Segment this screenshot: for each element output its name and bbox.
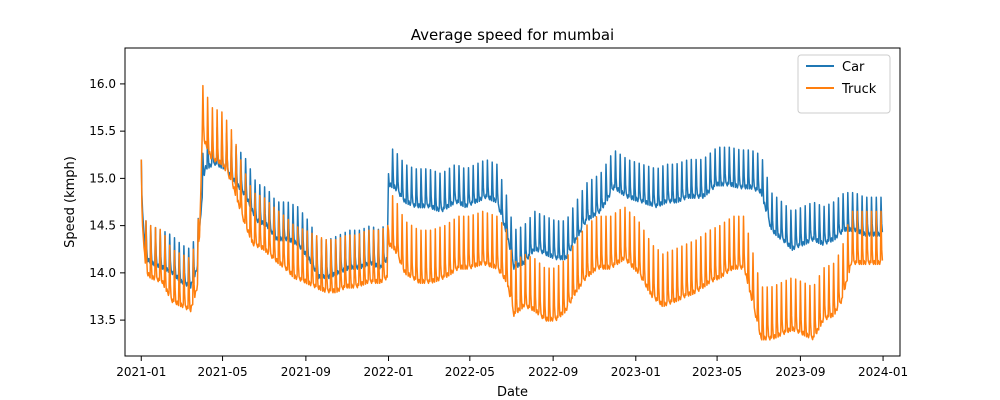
x-tick-label: 2023-09 <box>775 365 825 379</box>
x-axis: 2021-01 2021-05 2021-09 2022-01 2022-05 2022-… <box>116 356 908 379</box>
x-tick-label: 2021-05 <box>197 365 247 379</box>
x-tick-label: 2021-01 <box>116 365 166 379</box>
y-tick-label: 14.5 <box>89 219 116 233</box>
x-tick-label: 2022-01 <box>363 365 413 379</box>
legend-label: Truck <box>841 82 877 97</box>
legend-label: Car <box>842 60 865 75</box>
x-tick-label: 2022-05 <box>445 365 495 379</box>
plot-area <box>140 84 884 341</box>
x-tick-label: 2023-01 <box>611 365 661 379</box>
x-tick-label: 2021-09 <box>281 365 331 379</box>
series-line-truck <box>140 84 884 341</box>
x-tick-label: 2022-09 <box>528 365 578 379</box>
y-tick-label: 15.0 <box>89 171 116 185</box>
y-tick-label: 13.5 <box>89 313 116 327</box>
x-tick-label: 2024-01 <box>858 365 908 379</box>
x-tick-label: 2023-05 <box>692 365 742 379</box>
y-tick-label: 15.5 <box>89 124 116 138</box>
plot-frame <box>124 47 901 357</box>
legend-box <box>797 54 891 114</box>
y-tick-label: 14.0 <box>89 266 116 280</box>
y-tick-label: 16.0 <box>89 77 116 91</box>
y-axis: 13.5 14.0 14.5 15.0 15.5 16.0 <box>89 77 125 327</box>
series-line-car <box>140 126 884 289</box>
y-axis-label: Speed (kmph) <box>63 156 78 248</box>
x-axis-label: Date <box>497 385 528 400</box>
chart-title: Average speed for mumbai <box>411 26 614 44</box>
legend: Car Truck <box>797 54 891 114</box>
